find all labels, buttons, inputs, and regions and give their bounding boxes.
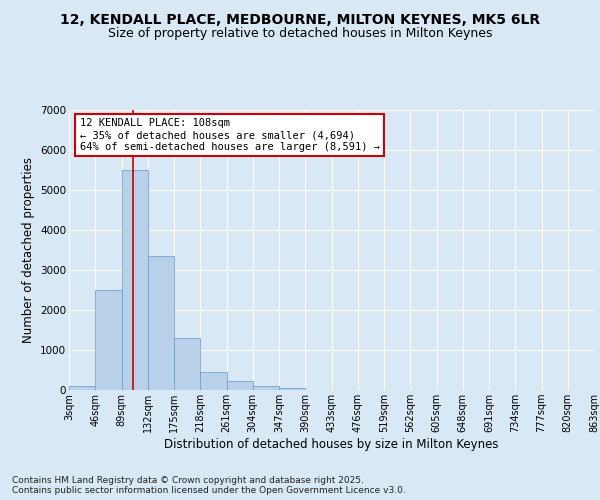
Bar <box>279 388 305 390</box>
Y-axis label: Number of detached properties: Number of detached properties <box>22 157 35 343</box>
Bar <box>69 386 95 390</box>
Text: Contains HM Land Registry data © Crown copyright and database right 2025.
Contai: Contains HM Land Registry data © Crown c… <box>12 476 406 495</box>
Bar <box>253 386 279 390</box>
Bar <box>95 290 121 390</box>
Text: 12 KENDALL PLACE: 108sqm
← 35% of detached houses are smaller (4,694)
64% of sem: 12 KENDALL PLACE: 108sqm ← 35% of detach… <box>79 118 380 152</box>
Bar <box>200 372 227 390</box>
Bar <box>148 256 174 390</box>
X-axis label: Distribution of detached houses by size in Milton Keynes: Distribution of detached houses by size … <box>164 438 499 451</box>
Bar <box>174 338 200 390</box>
Text: 12, KENDALL PLACE, MEDBOURNE, MILTON KEYNES, MK5 6LR: 12, KENDALL PLACE, MEDBOURNE, MILTON KEY… <box>60 12 540 26</box>
Text: Size of property relative to detached houses in Milton Keynes: Size of property relative to detached ho… <box>108 28 492 40</box>
Bar <box>227 381 253 390</box>
Bar <box>121 170 148 390</box>
